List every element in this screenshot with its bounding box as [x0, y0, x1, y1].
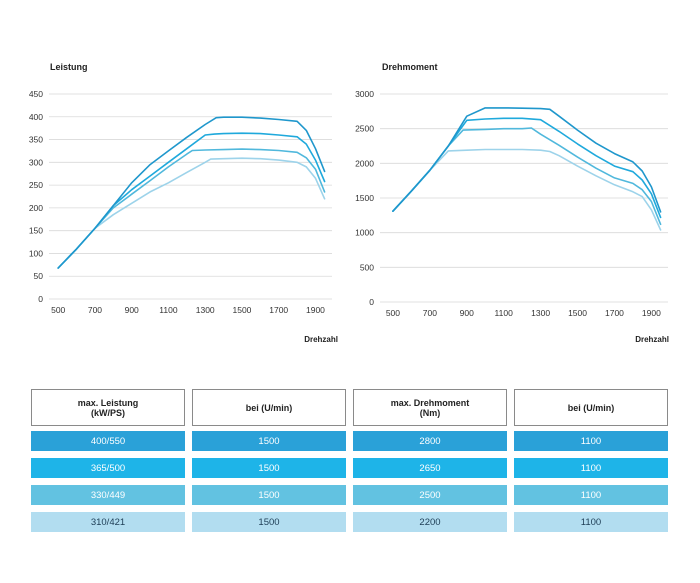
power-chart-xlabel: Drehzahl — [304, 335, 338, 344]
torque-ytick-label: 2500 — [355, 124, 374, 134]
table-cell: 400/550 — [31, 431, 185, 451]
power-series-line — [57, 148, 326, 269]
power-ytick-label: 350 — [29, 135, 43, 145]
torque-xtick-label: 500 — [386, 308, 400, 318]
header-max-power: max. Leistung (kW/PS) — [31, 389, 185, 426]
power-plot-area: 0 50 100 150 200 250 300 350 400 450 500 700 900 1100… — [29, 89, 332, 315]
power-series-line — [57, 157, 326, 269]
table-cell: 2800 — [353, 431, 507, 451]
table-cell: 2650 — [353, 458, 507, 478]
header-max-torque: max. Drehmoment (Nm) — [353, 389, 507, 426]
power-ytick-label: 250 — [29, 180, 43, 190]
torque-xtick-label: 1300 — [531, 308, 550, 318]
power-ytick-label: 300 — [29, 157, 43, 167]
power-chart: Leistung Drehzahl 0 50 100 150 200 250 300 350 4… — [29, 62, 338, 344]
power-xtick-label: 1300 — [196, 305, 215, 315]
table-cell: 1100 — [514, 458, 668, 478]
table-cell: 1100 — [514, 512, 668, 532]
power-series-line — [57, 132, 326, 269]
table-cell: 1500 — [192, 431, 346, 451]
torque-ytick-label: 2000 — [355, 158, 374, 168]
torque-xtick-label: 700 — [423, 308, 437, 318]
power-ytick-label: 200 — [29, 203, 43, 213]
torque-ytick-label: 1500 — [355, 193, 374, 203]
torque-xtick-label: 1900 — [642, 308, 661, 318]
table-cell: 1100 — [514, 485, 668, 505]
torque-series-line — [392, 148, 662, 231]
torque-series-line — [392, 107, 662, 213]
power-ytick-label: 450 — [29, 89, 43, 99]
torque-chart: Drehmoment Drehzahl 0 500 1000 1500 2000 2500… — [355, 62, 669, 344]
table-cell: 330/449 — [31, 485, 185, 505]
table-cell: 1100 — [514, 431, 668, 451]
power-xtick-label: 1100 — [159, 305, 178, 315]
table-cell: 1500 — [192, 458, 346, 478]
torque-plot-area: 0 500 1000 1500 2000 2500 3000 500 700 900 1100 130… — [355, 89, 668, 318]
power-xtick-label: 1900 — [306, 305, 325, 315]
table-cell: 1500 — [192, 485, 346, 505]
table-cell: 1500 — [192, 512, 346, 532]
torque-chart-title: Drehmoment — [382, 62, 438, 72]
table-cell: 310/421 — [31, 512, 185, 532]
power-ytick-label: 100 — [29, 248, 43, 258]
power-chart-title: Leistung — [50, 62, 88, 72]
torque-ytick-label: 3000 — [355, 89, 374, 99]
torque-ytick-label: 1000 — [355, 228, 374, 238]
torque-xtick-label: 1700 — [605, 308, 624, 318]
torque-xtick-label: 1100 — [495, 308, 514, 318]
power-xtick-label: 1700 — [269, 305, 288, 315]
power-ytick-label: 0 — [38, 294, 43, 304]
torque-chart-xlabel: Drehzahl — [635, 335, 669, 344]
power-ytick-label: 150 — [29, 226, 43, 236]
power-ytick-label: 400 — [29, 112, 43, 122]
torque-ytick-label: 500 — [360, 262, 374, 272]
torque-xtick-label: 1500 — [568, 308, 587, 318]
torque-ytick-label: 0 — [369, 297, 374, 307]
table-cell: 2500 — [353, 485, 507, 505]
header-power-rpm: bei (U/min) — [192, 389, 346, 426]
torque-xtick-label: 900 — [460, 308, 474, 318]
table-cell: 365/500 — [31, 458, 185, 478]
power-xtick-label: 700 — [88, 305, 102, 315]
header-torque-rpm: bei (U/min) — [514, 389, 668, 426]
torque-series-line — [392, 127, 662, 226]
performance-table: max. Leistung (kW/PS) bei (U/min) max. D… — [31, 389, 668, 534]
power-xtick-label: 900 — [125, 305, 139, 315]
power-ytick-label: 50 — [34, 271, 44, 281]
power-xtick-label: 500 — [51, 305, 65, 315]
table-cell: 2200 — [353, 512, 507, 532]
power-series-line — [57, 116, 326, 269]
power-xtick-label: 1500 — [232, 305, 251, 315]
